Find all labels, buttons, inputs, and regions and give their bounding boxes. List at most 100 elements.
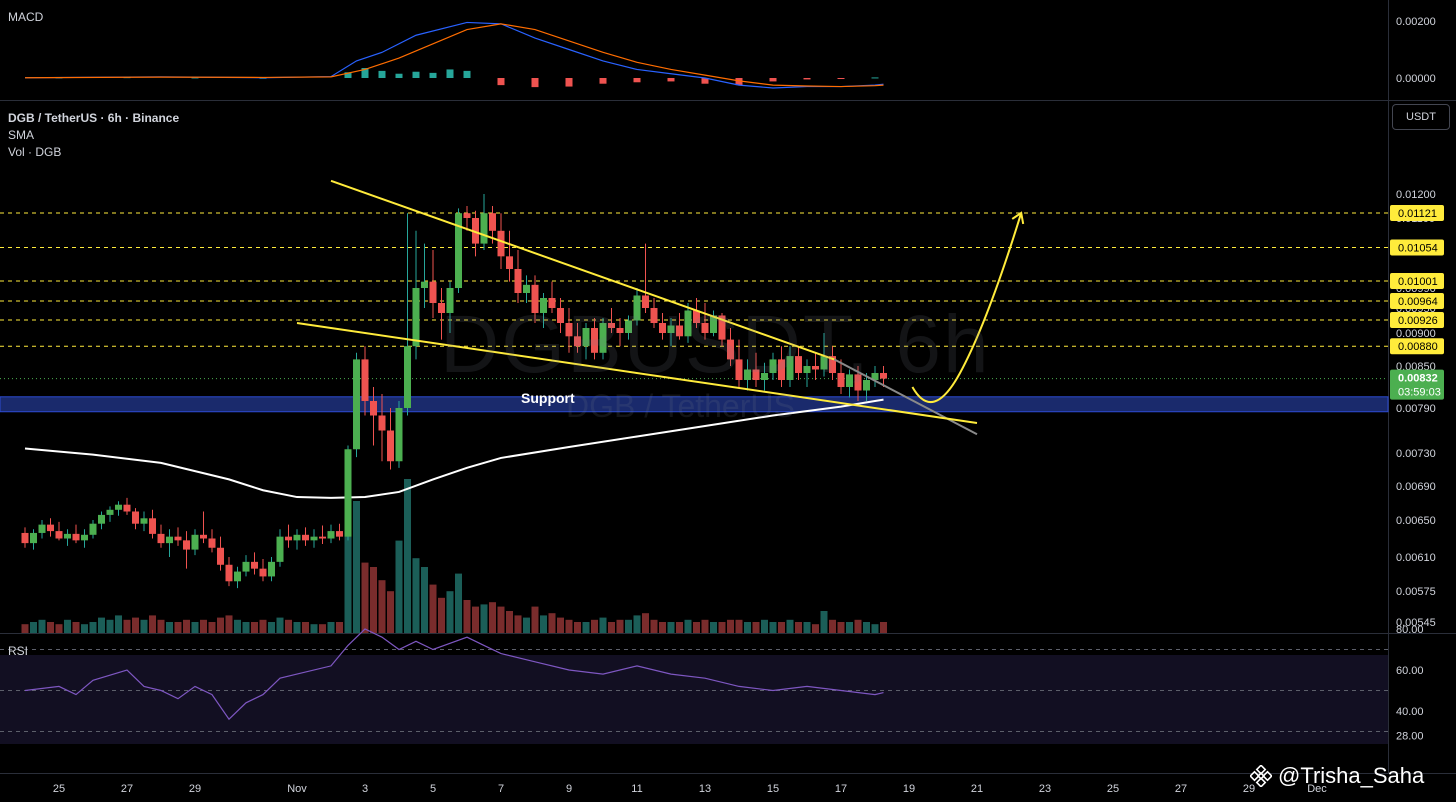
macd-histogram-bar — [378, 70, 386, 78]
price-axis-tick: 0.00690 — [1396, 481, 1436, 493]
volume-bar — [531, 606, 539, 633]
volume-bar — [735, 619, 743, 633]
time-axis-tick: 29 — [1243, 783, 1255, 795]
volume-bar — [557, 617, 564, 633]
candle-body — [659, 323, 666, 333]
volume-bar — [752, 622, 760, 633]
macd-histogram-bar — [191, 77, 199, 79]
macd-histogram-bar — [395, 73, 403, 78]
projection-arrowhead — [1011, 211, 1025, 225]
candle-body — [276, 536, 284, 562]
candle-body — [259, 568, 267, 577]
volume-bar — [293, 622, 301, 633]
candle-body — [608, 323, 615, 328]
candle-body — [565, 323, 573, 337]
rsi-axis-tick: 60.00 — [1396, 665, 1424, 677]
candle-body — [251, 561, 258, 569]
volume-bar — [106, 619, 114, 633]
volume-bar — [472, 606, 479, 633]
volume-bar — [693, 622, 700, 633]
volume-bar — [234, 619, 241, 633]
time-axis-tick: Nov — [287, 783, 307, 795]
candle-body — [166, 536, 173, 544]
volume-bar — [633, 615, 641, 633]
rsi-axis-tick: 40.00 — [1396, 706, 1424, 718]
candle-body — [421, 281, 428, 288]
rsi-axis-tick: 28.00 — [1396, 731, 1424, 743]
candle-body — [344, 449, 352, 537]
candle-body — [183, 540, 190, 550]
time-axis-tick: 15 — [767, 783, 779, 795]
candle-body — [548, 298, 556, 308]
volume-bar — [174, 622, 182, 633]
volume-bar — [327, 622, 335, 633]
candle-body — [710, 315, 717, 333]
volume-bar — [514, 615, 522, 633]
price-level-label: 0.00926 — [1398, 315, 1438, 327]
time-axis-tick: 25 — [53, 783, 65, 795]
macd-histogram-bar — [803, 78, 811, 80]
macd-histogram-bar — [837, 78, 845, 79]
candle-body — [744, 369, 751, 380]
chart-title[interactable]: DGB / TetherUS · 6h · Binance — [8, 111, 180, 125]
candle-body — [157, 533, 165, 544]
currency-unit-button[interactable]: USDT — [1392, 104, 1450, 130]
macd-histogram-bar — [531, 78, 539, 88]
candle-body — [778, 359, 785, 380]
volume-bar — [404, 479, 411, 633]
volume-bar — [463, 600, 471, 633]
price-axis-tick: 0.00575 — [1396, 586, 1436, 598]
macd-line — [24, 21, 884, 89]
candle-body — [234, 571, 241, 582]
candle-body — [98, 514, 105, 524]
indicator-sma-label[interactable]: SMA — [8, 128, 35, 142]
candle-body — [446, 288, 454, 313]
candle-body — [293, 534, 301, 541]
volume-bar — [361, 562, 369, 633]
volume-bar — [820, 611, 828, 633]
volume-bar — [72, 622, 80, 633]
price-level-label-box — [1390, 239, 1444, 256]
volume-bar — [132, 617, 139, 633]
candle-body — [531, 284, 539, 313]
macd-histogram-bar — [446, 69, 454, 78]
name-watermark: DGB / TetherUS — [566, 388, 795, 424]
volume-bar — [98, 617, 105, 633]
volume-bar — [837, 622, 845, 633]
volume-bar — [157, 619, 165, 633]
volume-bar — [38, 619, 46, 633]
indicator-volume-label[interactable]: Vol · DGB — [8, 145, 62, 159]
candle-body — [327, 531, 335, 539]
candle-body — [769, 359, 777, 373]
candle-body — [625, 320, 632, 333]
macd-axis-tick: 0.00200 — [1396, 16, 1436, 28]
volume-bar — [302, 622, 309, 633]
candle-body — [174, 536, 182, 541]
macd-axis-tick: 0.00000 — [1396, 73, 1436, 85]
candle-body — [727, 339, 734, 360]
volume-bar — [795, 622, 802, 633]
candle-body — [497, 230, 505, 257]
volume-bar — [412, 558, 420, 633]
macd-histogram-bar — [701, 78, 709, 84]
macd-histogram-bar — [667, 78, 675, 82]
time-axis-tick: 13 — [699, 783, 711, 795]
volume-bar — [370, 567, 377, 633]
candle-body — [242, 561, 250, 572]
volume-bar — [310, 624, 318, 633]
volume-bar — [761, 619, 768, 633]
candle-body — [38, 524, 46, 533]
candle-body — [149, 518, 156, 534]
candle-body — [72, 533, 80, 541]
candle-body — [64, 533, 71, 539]
candle-body — [735, 359, 743, 380]
volume-bar — [540, 615, 547, 633]
price-axis-tick: 0.00900 — [1396, 328, 1436, 340]
candle-body — [123, 504, 131, 512]
volume-bar — [217, 617, 224, 633]
candle-body — [336, 531, 343, 537]
volume-bar — [846, 622, 853, 633]
volume-bar — [548, 613, 556, 633]
volume-bar — [47, 622, 54, 633]
time-axis-tick: 19 — [903, 783, 915, 795]
